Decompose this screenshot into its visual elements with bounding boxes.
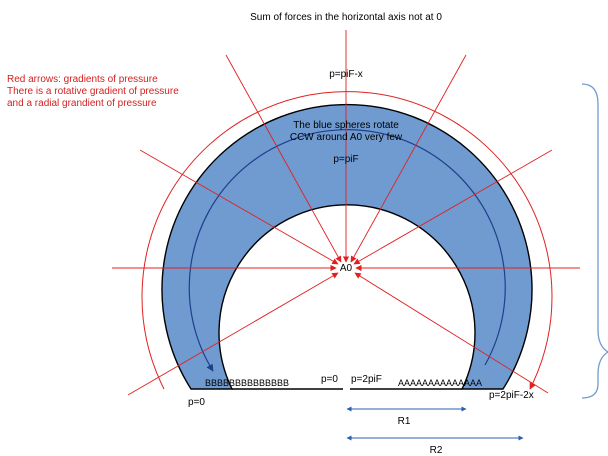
label-gap-right: p=2piF (351, 374, 382, 385)
diagram-title: Sum of forces in the horizontal axis not… (250, 12, 442, 23)
legend-line-3: and a radial grandient of pressure (7, 98, 157, 109)
label-r1: R1 (398, 416, 411, 427)
label-top-inner: p=piF (333, 154, 358, 165)
legend-line-1: Red arrows: gradients of pressure (7, 74, 158, 85)
rotation-arrow (188, 129, 506, 372)
blue-ring (161, 103, 533, 390)
label-center-a0: A0 (340, 263, 353, 274)
note-line-1: The blue spheres rotate (293, 120, 399, 131)
label-right-bottom: p=2piF-2x (489, 390, 534, 401)
label-right-spheres: AAAAAAAAAAAAAA (398, 378, 482, 388)
label-r2: R2 (430, 445, 443, 456)
legend-line-2: There is a rotative gradient of pressure (7, 86, 179, 97)
label-left-spheres: BBBBBBBBBBBBBB (205, 378, 289, 388)
label-left-bottom: p=0 (188, 397, 205, 408)
outer-red-arc (141, 91, 553, 390)
radial-pressure-arrows (112, 30, 580, 396)
label-top-outer: p=piF-x (329, 69, 363, 80)
label-gap-left: p=0 (321, 374, 338, 385)
note-line-2: CCW around A0 very few (290, 132, 403, 143)
right-brace (581, 83, 608, 399)
